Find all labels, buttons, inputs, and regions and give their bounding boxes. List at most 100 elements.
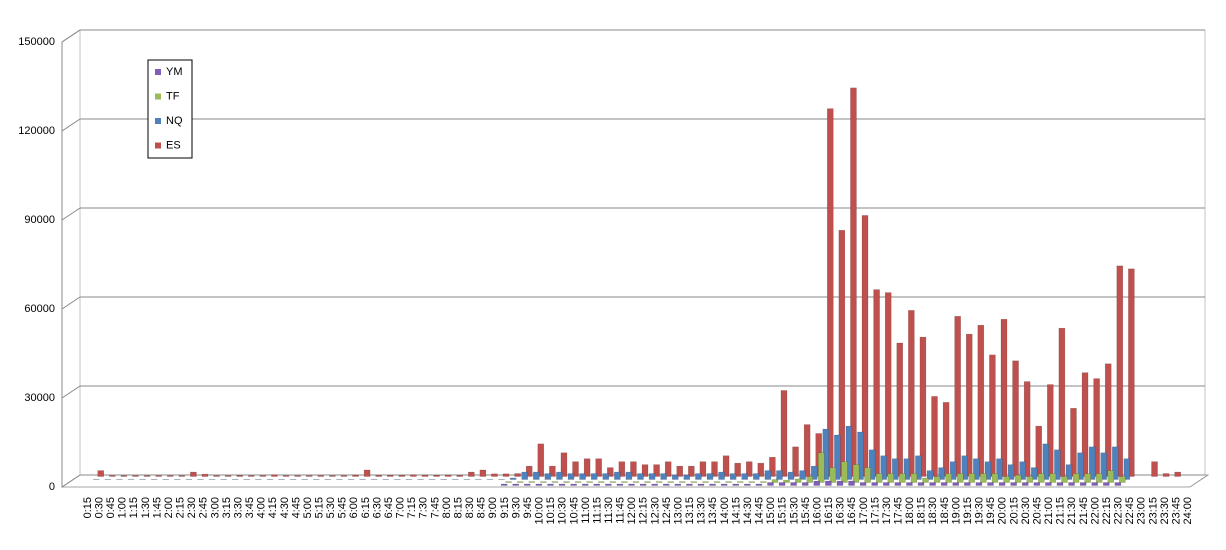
x-tick-label: 15:45 xyxy=(800,497,812,525)
bar xyxy=(410,475,416,477)
bar xyxy=(649,474,655,480)
x-tick-label: 12:15 xyxy=(638,497,650,525)
bar xyxy=(753,474,759,480)
bar xyxy=(976,483,982,486)
bar xyxy=(818,453,824,483)
bar xyxy=(1001,319,1007,476)
x-tick-label: 5:30 xyxy=(325,497,337,518)
bar xyxy=(918,483,924,486)
bar xyxy=(568,474,574,480)
x-tick-label: 2:00 xyxy=(163,497,175,518)
bar xyxy=(899,474,905,483)
bar xyxy=(883,483,889,486)
bar xyxy=(202,474,208,476)
x-tick-label: 22:45 xyxy=(1124,497,1136,525)
bar xyxy=(860,483,866,486)
grid-line-side xyxy=(62,119,80,131)
x-tick-label: 23:15 xyxy=(1147,497,1159,525)
bar xyxy=(885,293,891,477)
x-tick-label: 1:45 xyxy=(151,497,163,518)
bar xyxy=(908,310,914,476)
bar xyxy=(614,472,620,479)
x-tick-label: 9:15 xyxy=(499,497,511,518)
bar xyxy=(876,474,882,483)
bar xyxy=(800,471,806,480)
x-tick-label: 20:15 xyxy=(1008,497,1020,525)
bar xyxy=(953,483,959,486)
bar xyxy=(837,481,843,485)
bar xyxy=(591,474,597,480)
x-tick-label: 7:15 xyxy=(406,497,418,518)
bar xyxy=(445,475,451,476)
x-tick-label: 3:30 xyxy=(232,497,244,518)
bar xyxy=(957,474,963,483)
bar xyxy=(491,474,497,477)
bar xyxy=(742,474,748,480)
bar xyxy=(1152,462,1158,477)
bar xyxy=(603,474,609,480)
bar xyxy=(538,444,544,477)
bar xyxy=(733,484,739,485)
x-tick-label: 11:00 xyxy=(580,497,592,524)
bar xyxy=(501,484,507,485)
bar xyxy=(399,475,405,476)
bar xyxy=(214,476,220,477)
bar xyxy=(598,482,604,483)
x-tick-label: 17:45 xyxy=(893,497,905,525)
x-tick-label: 10:30 xyxy=(557,497,569,525)
bar xyxy=(661,474,667,480)
bar xyxy=(1027,477,1033,483)
bar xyxy=(698,484,704,485)
bar xyxy=(710,484,716,485)
bar xyxy=(1103,483,1109,486)
bar xyxy=(1050,474,1056,483)
bar xyxy=(772,480,778,483)
bar xyxy=(1004,477,1010,483)
bar xyxy=(1085,474,1091,483)
bar xyxy=(1128,269,1134,477)
grid-line-side xyxy=(62,297,80,309)
bar xyxy=(1175,472,1181,476)
bar xyxy=(987,483,993,486)
x-tick-label: 15:00 xyxy=(765,497,777,525)
bar xyxy=(1057,483,1063,486)
x-tick-label: 8:45 xyxy=(476,497,488,518)
bar xyxy=(575,482,581,483)
bar xyxy=(295,476,301,477)
x-tick-label: 17:15 xyxy=(869,497,881,525)
bar xyxy=(283,476,289,477)
bar xyxy=(510,478,516,479)
bar xyxy=(934,477,940,483)
bar xyxy=(776,471,782,480)
x-tick-label: 5:45 xyxy=(337,497,349,518)
legend-swatch xyxy=(155,94,161,100)
bar xyxy=(702,482,708,483)
bar xyxy=(814,481,820,485)
x-tick-label: 12:30 xyxy=(649,497,661,525)
bar xyxy=(849,481,855,485)
bar xyxy=(714,482,720,483)
x-tick-label: 19:45 xyxy=(985,497,997,525)
bar xyxy=(827,109,833,477)
bar xyxy=(744,484,750,485)
x-tick-label: 20:45 xyxy=(1031,497,1043,525)
bar xyxy=(559,484,565,485)
bar xyxy=(978,325,984,476)
bar xyxy=(779,483,785,486)
grid-line-side xyxy=(62,30,80,42)
bar xyxy=(156,476,162,477)
x-tick-label: 19:15 xyxy=(962,497,974,525)
bar xyxy=(605,484,611,485)
bar xyxy=(1115,483,1121,486)
x-tick-label: 20:00 xyxy=(997,497,1009,525)
bar xyxy=(1061,477,1067,483)
bar xyxy=(271,475,277,477)
bar xyxy=(1038,474,1044,483)
x-tick-label: 7:30 xyxy=(418,497,430,518)
x-tick-label: 4:00 xyxy=(256,497,268,518)
bar xyxy=(955,316,961,476)
x-tick-label: 10:15 xyxy=(545,497,557,525)
legend-label: NQ xyxy=(166,115,183,127)
grid-line-side xyxy=(62,386,80,398)
bar xyxy=(850,88,856,477)
